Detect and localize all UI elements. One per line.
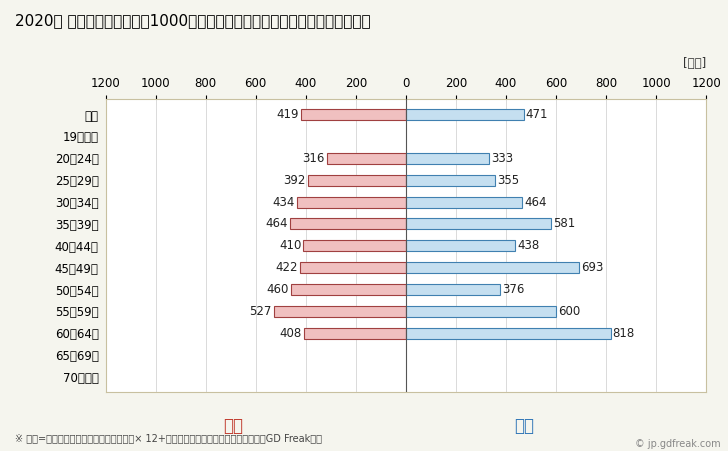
Bar <box>300 262 406 273</box>
Bar <box>406 153 489 164</box>
Bar <box>274 306 406 317</box>
Text: © jp.gdfreak.com: © jp.gdfreak.com <box>635 439 721 449</box>
Text: 471: 471 <box>526 108 548 121</box>
Text: 600: 600 <box>558 305 580 318</box>
Text: 男性: 男性 <box>514 417 534 435</box>
Bar <box>290 218 406 230</box>
Text: 818: 818 <box>612 327 635 340</box>
Text: 408: 408 <box>280 327 301 340</box>
Bar <box>304 240 406 251</box>
Bar <box>301 109 406 120</box>
Text: 333: 333 <box>491 152 513 165</box>
Bar <box>327 153 406 164</box>
Bar <box>406 109 523 120</box>
Text: [万円]: [万円] <box>683 57 706 70</box>
Bar <box>290 284 406 295</box>
Bar <box>406 284 500 295</box>
Bar <box>406 175 495 186</box>
Text: 581: 581 <box>553 217 576 230</box>
Text: 693: 693 <box>581 261 604 274</box>
Bar <box>304 328 406 339</box>
Bar <box>308 175 406 186</box>
Bar <box>406 262 579 273</box>
Text: 527: 527 <box>250 305 272 318</box>
Text: 460: 460 <box>266 283 289 296</box>
Text: 355: 355 <box>496 174 519 187</box>
Bar <box>406 218 551 230</box>
Text: 392: 392 <box>283 174 306 187</box>
Text: 438: 438 <box>518 239 539 252</box>
Text: 464: 464 <box>265 217 288 230</box>
Text: 376: 376 <box>502 283 524 296</box>
Text: 419: 419 <box>277 108 299 121</box>
Text: ※ 年収=「きまって支給する現金給与額」× 12+「年間賞与その他特別給与額」としてGD Freak推計: ※ 年収=「きまって支給する現金給与額」× 12+「年間賞与その他特別給与額」と… <box>15 433 322 443</box>
Bar <box>406 240 515 251</box>
Bar <box>406 197 522 207</box>
Text: 422: 422 <box>276 261 298 274</box>
Bar <box>297 197 406 207</box>
Text: 464: 464 <box>524 196 547 208</box>
Text: 434: 434 <box>273 196 296 208</box>
Text: 女性: 女性 <box>223 417 243 435</box>
Text: 2020年 民間企業（従業者数1000人以上）フルタイム労働者の男女別平均年収: 2020年 民間企業（従業者数1000人以上）フルタイム労働者の男女別平均年収 <box>15 14 370 28</box>
Text: 410: 410 <box>279 239 301 252</box>
Bar <box>406 306 556 317</box>
Text: 316: 316 <box>302 152 325 165</box>
Bar <box>406 328 611 339</box>
